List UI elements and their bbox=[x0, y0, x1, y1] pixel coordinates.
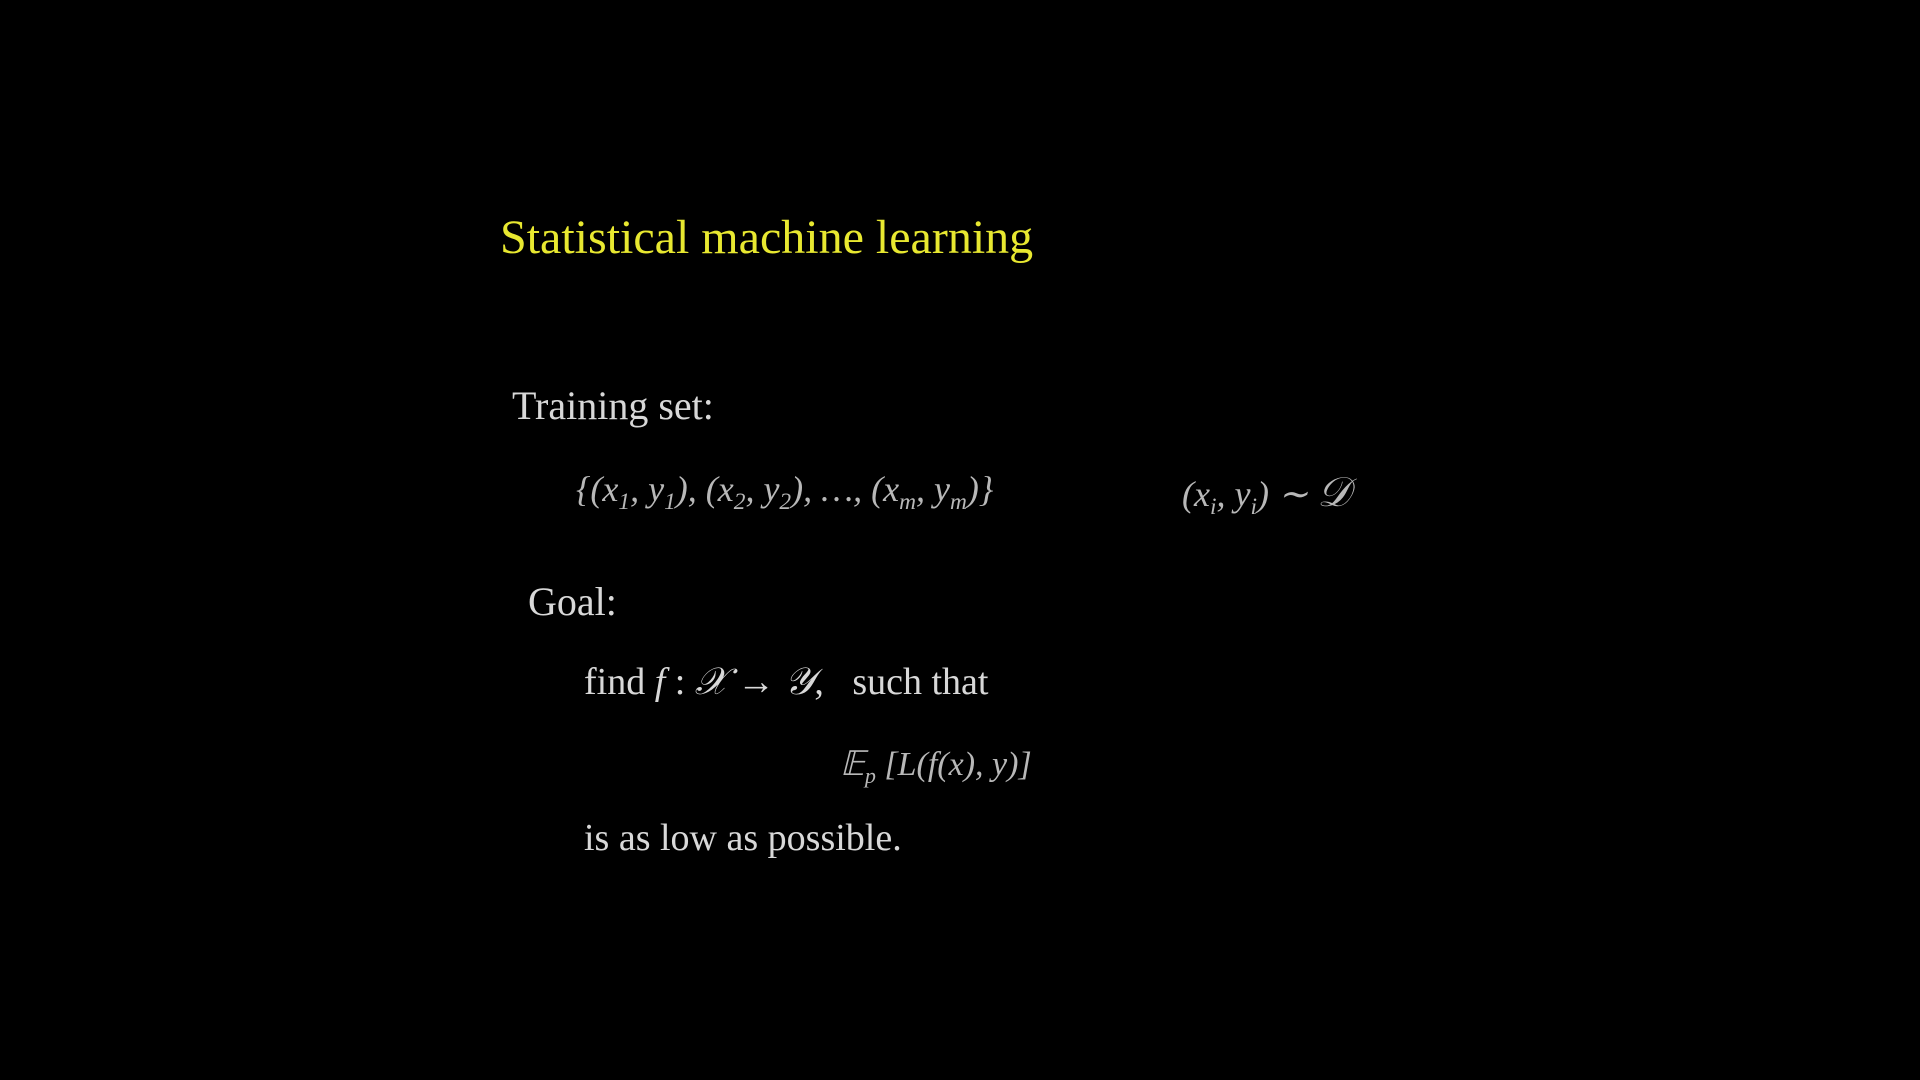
training-set-formula: {(x1, y1), (x2, y2), …, (xm, ym)} bbox=[576, 468, 993, 516]
expectation-formula: 𝔼p [L(f(x), y)] bbox=[840, 744, 1032, 789]
find-prefix: find bbox=[584, 661, 655, 703]
slide-title: Statistical machine learning bbox=[500, 210, 1033, 265]
goal-label: Goal: bbox=[528, 578, 617, 625]
find-suffix-text: such that bbox=[852, 661, 988, 703]
low-possible-line: is as low as possible. bbox=[584, 816, 902, 860]
training-distribution: (xi, yi) ∼ 𝒟 bbox=[1182, 468, 1350, 521]
slide-container: Statistical machine learning Training se… bbox=[232, 132, 1688, 948]
find-line: find f : 𝒳 → 𝒴, such that bbox=[584, 660, 988, 704]
training-set-label: Training set: bbox=[512, 382, 714, 429]
